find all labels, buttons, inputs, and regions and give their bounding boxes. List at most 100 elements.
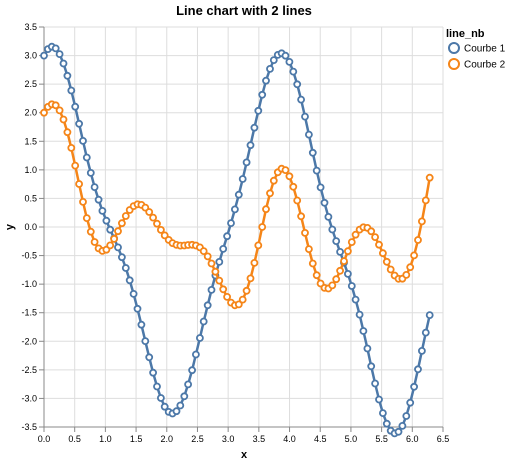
y-tick-label: 3.5 — [24, 22, 37, 32]
y-tick-label: 0.0 — [24, 222, 37, 232]
y-tick-label: -0.5 — [21, 251, 37, 261]
series-layer — [40, 42, 434, 438]
data-point — [312, 271, 321, 280]
data-point — [258, 223, 267, 231]
data-point — [118, 219, 126, 228]
data-point — [262, 76, 270, 85]
data-point — [425, 311, 434, 320]
y-axis-title: y — [4, 223, 16, 230]
data-point — [289, 67, 298, 76]
data-point — [215, 276, 224, 285]
data-point — [207, 259, 216, 268]
data-point — [378, 409, 387, 418]
data-point — [102, 216, 111, 225]
data-point — [304, 245, 313, 254]
data-point — [153, 219, 161, 228]
y-tick-label: -3.0 — [21, 393, 37, 403]
data-point — [141, 337, 150, 346]
data-point — [262, 205, 270, 214]
data-point — [94, 195, 103, 204]
data-point — [308, 148, 317, 157]
data-point — [145, 353, 154, 362]
data-point — [86, 227, 95, 236]
data-point — [137, 320, 146, 329]
data-point — [219, 244, 228, 253]
data-point — [156, 225, 165, 234]
x-tick-label: 4.0 — [283, 434, 296, 444]
data-point — [406, 263, 415, 272]
data-point — [254, 106, 263, 115]
x-tick-label: 1.5 — [130, 434, 143, 444]
data-point — [79, 197, 87, 206]
data-point — [156, 394, 165, 402]
data-point — [160, 402, 169, 411]
data-point — [266, 189, 274, 198]
data-point — [421, 196, 430, 205]
x-axis-title: x — [241, 449, 248, 461]
x-tick-label: 3.5 — [253, 434, 266, 444]
data-point — [234, 190, 243, 199]
data-point — [340, 257, 348, 266]
data-point — [106, 225, 115, 234]
data-point — [230, 205, 239, 214]
data-point — [79, 136, 87, 145]
data-point — [153, 382, 161, 391]
data-point — [242, 286, 251, 295]
series-1 — [40, 42, 434, 438]
data-point — [250, 258, 259, 267]
data-point — [75, 119, 83, 128]
chart-title: Line chart with 2 lines — [176, 3, 312, 18]
data-point — [180, 392, 189, 401]
x-tick-label: 0.0 — [38, 434, 51, 444]
data-point — [398, 421, 407, 430]
data-point — [347, 238, 356, 247]
data-point — [382, 419, 391, 428]
data-point — [184, 380, 193, 389]
data-point — [82, 153, 91, 162]
data-point — [402, 270, 411, 279]
data-point — [254, 241, 263, 250]
data-point — [133, 304, 142, 313]
data-point — [410, 382, 419, 391]
data-point — [195, 334, 204, 342]
data-point — [51, 44, 60, 53]
data-point — [297, 95, 306, 104]
data-point — [71, 161, 80, 170]
data-point — [203, 252, 212, 261]
data-point — [191, 350, 200, 359]
data-point — [363, 344, 372, 353]
data-point — [250, 123, 259, 132]
data-point — [149, 368, 158, 377]
data-point — [355, 310, 364, 319]
data-point — [312, 166, 321, 175]
x-tick-label: 5.0 — [345, 434, 358, 444]
data-point — [269, 176, 278, 185]
y-tick-label: 1.5 — [24, 136, 37, 146]
data-point — [417, 346, 426, 355]
data-point — [425, 173, 434, 182]
axes: 0.0 0.5 1.0 1.5 2.0 2.5 3.0 3.5 4.0 4.5 5.0 5.5 6.0 6… — [21, 22, 449, 444]
data-point — [246, 274, 255, 283]
x-tick-label: 2.0 — [161, 434, 174, 444]
legend-symbol — [448, 58, 460, 70]
data-point — [176, 401, 185, 410]
legend-symbol — [448, 42, 460, 54]
data-point — [328, 225, 337, 234]
data-point — [219, 285, 228, 294]
data-point — [121, 212, 130, 220]
data-point — [328, 281, 337, 290]
data-point — [223, 292, 232, 301]
data-point — [98, 206, 107, 215]
data-point — [51, 101, 60, 110]
data-point — [40, 108, 48, 117]
data-point — [121, 264, 130, 272]
y-tick-label: 2.5 — [24, 79, 37, 89]
data-point — [238, 295, 247, 304]
x-tick-label: 6.0 — [406, 434, 419, 444]
y-tick-label: -2.0 — [21, 336, 37, 346]
data-point — [359, 327, 368, 335]
data-point — [234, 300, 243, 309]
data-point — [90, 238, 99, 246]
data-point — [421, 328, 430, 337]
data-point — [172, 407, 181, 416]
